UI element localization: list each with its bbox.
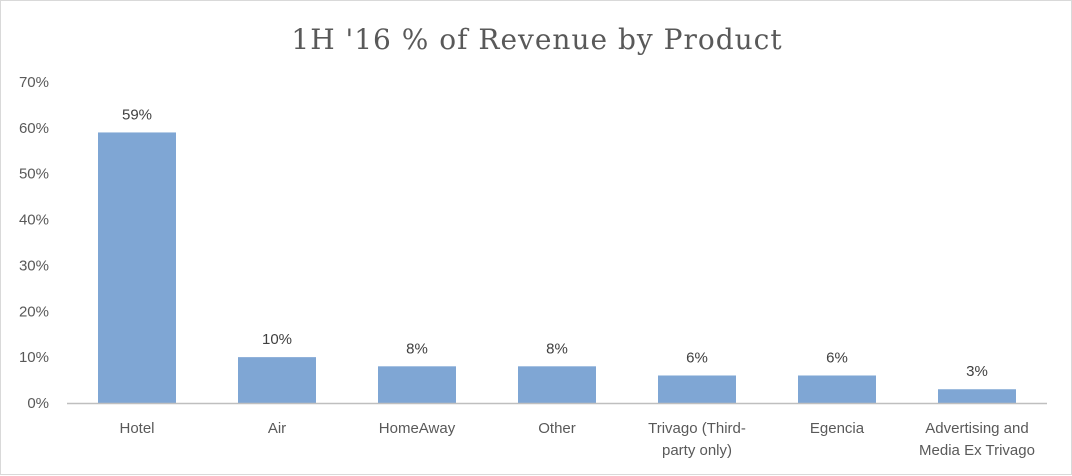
data-label: 6%: [826, 349, 848, 366]
data-label: 3%: [966, 363, 988, 380]
data-label: 8%: [546, 340, 568, 357]
bars: [98, 132, 1016, 403]
x-tick-label: HomeAway: [379, 420, 456, 437]
data-label: 8%: [406, 340, 428, 357]
x-axis: Hotel Air HomeAway Other Trivago (Third-part…: [67, 402, 1047, 459]
data-labels: 59% 10% 8% 8% 6% 6% 3%: [122, 106, 988, 380]
chart-title: 1H '16 % of Revenue by Product: [291, 23, 782, 56]
bar: [98, 132, 176, 403]
y-tick-label: 20%: [19, 303, 49, 320]
bar: [238, 357, 316, 403]
x-tick-label: Egencia: [810, 420, 865, 437]
y-tick-label: 10%: [19, 349, 49, 366]
x-tick-label: Media Ex Trivago: [919, 442, 1035, 459]
data-label: 6%: [686, 349, 708, 366]
data-label: 59%: [122, 106, 152, 123]
bar: [938, 389, 1016, 403]
y-axis: 0% 10% 20% 30% 40% 50% 60% 70%: [19, 74, 49, 412]
y-tick-label: 30%: [19, 257, 49, 274]
y-tick-label: 60%: [19, 120, 49, 137]
x-tick-label: Air: [268, 420, 286, 437]
x-tick-label: Other: [538, 420, 576, 437]
bar: [798, 375, 876, 403]
y-tick-label: 40%: [19, 212, 49, 229]
data-label: 10%: [262, 331, 292, 348]
x-tick-label: Advertising and: [925, 420, 1028, 437]
y-tick-label: 0%: [27, 395, 49, 412]
x-tick-label: party only): [662, 442, 732, 459]
bar: [378, 366, 456, 403]
bar: [518, 366, 596, 403]
x-tick-label: Hotel: [119, 420, 154, 437]
x-tick-label: Trivago (Third-: [648, 420, 746, 437]
y-tick-label: 70%: [19, 74, 49, 91]
y-tick-label: 50%: [19, 166, 49, 183]
bar: [658, 375, 736, 403]
